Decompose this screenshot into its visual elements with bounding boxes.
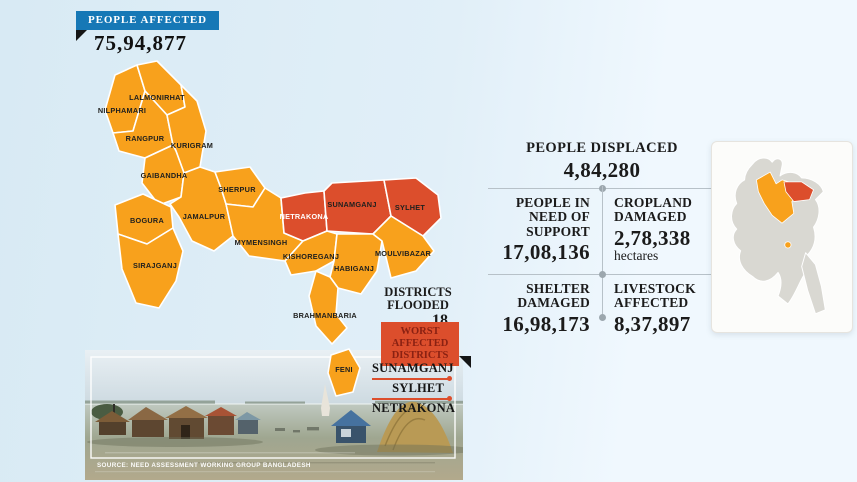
people-affected-label: PEOPLE AFFECTED xyxy=(88,14,207,26)
stat-label: CROPLAND DAMAGED xyxy=(614,195,693,225)
displaced-label: PEOPLE DISPLACED xyxy=(526,140,678,156)
left-hut-cluster xyxy=(87,404,263,447)
district-label: SUNAMGANJ xyxy=(327,200,376,209)
district-label: GAIBANDHA xyxy=(141,171,188,180)
district-shape-moulvibazar xyxy=(372,215,435,279)
temple-spire xyxy=(321,384,330,416)
stat-value: 17,08,136 xyxy=(502,240,590,265)
district-label: BRAHMANBARIA xyxy=(293,311,357,320)
stats-panel: PEOPLE DISPLACED 4,84,280 PEOPLE IN NEED… xyxy=(488,140,716,335)
displaced-value: 4,84,280 xyxy=(563,158,641,182)
worst-title-line: DISTRICTS xyxy=(391,349,449,361)
worst-item-label: SUNAMGANJ xyxy=(372,361,454,375)
stat-unit: hectares xyxy=(614,247,659,263)
district-label: MYMENSINGH xyxy=(235,238,288,247)
inset-feni-dot xyxy=(784,241,792,249)
worst-list-item: NETRAKONA xyxy=(372,401,455,418)
worst-list-item: SUNAMGANJ xyxy=(372,361,453,381)
haystack-hut xyxy=(377,401,453,453)
distant-treeline xyxy=(85,400,463,404)
worst-item-label: NETRAKONA xyxy=(372,401,456,415)
worst-affected-box: WORST AFFECTED DISTRICTS xyxy=(381,322,459,367)
district-labels: LALMONIRHAT NILPHAMARI RANGPUR KURIGRAM … xyxy=(98,93,432,374)
district-label: BOGURA xyxy=(130,216,164,225)
horizon-line xyxy=(85,403,463,405)
district-shape-sirajganj xyxy=(117,227,184,309)
red-dot-icon xyxy=(447,396,452,401)
stat-shelter-damaged: SHELTER DAMAGED 16,98,173 xyxy=(488,275,602,335)
stat-people-in-need: PEOPLE IN NEED OF SUPPORT 17,08,136 xyxy=(488,189,602,267)
node-dot-icon xyxy=(598,271,606,278)
district-label: NILPHAMARI xyxy=(98,106,146,115)
district-label: SIRAJGANJ xyxy=(133,261,177,270)
stats-row-2: SHELTER DAMAGED 16,98,173 LIVESTOCK AFFE… xyxy=(488,275,716,335)
district-label: NETRAKONA xyxy=(280,212,329,221)
district-label: JAMALPUR xyxy=(183,212,226,221)
flood-districts-map: LALMONIRHAT NILPHAMARI RANGPUR KURIGRAM … xyxy=(98,60,442,397)
divider-line xyxy=(488,271,716,278)
district-label: RANGPUR xyxy=(126,134,165,143)
people-affected-value: 75,94,877 xyxy=(94,31,187,55)
worst-box-corner-fold-icon xyxy=(459,356,471,368)
district-label: LALMONIRHAT xyxy=(129,93,185,102)
bangladesh-locator-map xyxy=(731,157,826,315)
left-reflection xyxy=(87,437,263,447)
stat-value: 16,98,173 xyxy=(502,311,590,336)
stat-label: PEOPLE IN NEED OF SUPPORT xyxy=(515,195,590,239)
person-figure xyxy=(113,404,115,413)
badge-corner-fold-icon xyxy=(76,28,89,41)
right-reflection xyxy=(315,444,463,456)
worst-item-label: SYLHET xyxy=(392,381,444,395)
district-shape-feni xyxy=(327,348,361,397)
stats-row-1: PEOPLE IN NEED OF SUPPORT 17,08,136 CROP… xyxy=(488,189,716,267)
stat-label: SHELTER DAMAGED xyxy=(517,281,590,311)
stat-value: 8,37,897 xyxy=(614,311,691,336)
divider-vertical-line xyxy=(599,186,606,321)
district-label: SYLHET xyxy=(395,203,426,212)
district-label: MOULVIBAZAR xyxy=(375,249,432,258)
district-shapes xyxy=(104,60,442,397)
stat-label: LIVESTOCK AFFECTED xyxy=(614,281,696,311)
worst-affected-list: SUNAMGANJ SYLHET NETRAKONA xyxy=(372,361,455,419)
inset-worst-region xyxy=(783,181,814,202)
worst-title-line: AFFECTED xyxy=(391,337,449,349)
stat-cropland-damaged: CROPLAND DAMAGED 2,78,338 hectares xyxy=(602,189,716,267)
districts-flooded-label-line2: FLOODED xyxy=(387,298,449,313)
worst-list-item: SYLHET xyxy=(372,381,452,401)
node-dot-icon xyxy=(599,314,606,321)
stat-value: 2,78,338 xyxy=(614,225,691,250)
district-shape-brahmanbaria xyxy=(308,270,348,345)
district-label: SHERPUR xyxy=(218,185,256,194)
bangladesh-inset-card xyxy=(711,141,853,333)
photo-source-credit: SOURCE: NEED ASSESSMENT WORKING GROUP BA… xyxy=(97,462,311,469)
stat-livestock-affected: LIVESTOCK AFFECTED 8,37,897 xyxy=(602,275,716,335)
bangladesh-southeast-arm xyxy=(801,252,826,315)
red-dot-icon xyxy=(447,376,452,381)
people-affected-badge: PEOPLE AFFECTED xyxy=(76,11,219,30)
mid-distance-boats xyxy=(275,427,319,433)
district-label: FENI xyxy=(335,365,353,374)
worst-title-line: WORST xyxy=(400,326,440,337)
photo-frame xyxy=(90,356,456,459)
right-hut-cluster xyxy=(315,384,463,456)
district-label: KURIGRAM xyxy=(171,141,213,150)
district-label: KISHOREGANJ xyxy=(283,252,339,261)
districts-flooded-label-line1: DISTRICTS xyxy=(384,285,452,299)
district-label: HABIGANJ xyxy=(334,264,374,273)
water-streaks xyxy=(95,452,435,473)
